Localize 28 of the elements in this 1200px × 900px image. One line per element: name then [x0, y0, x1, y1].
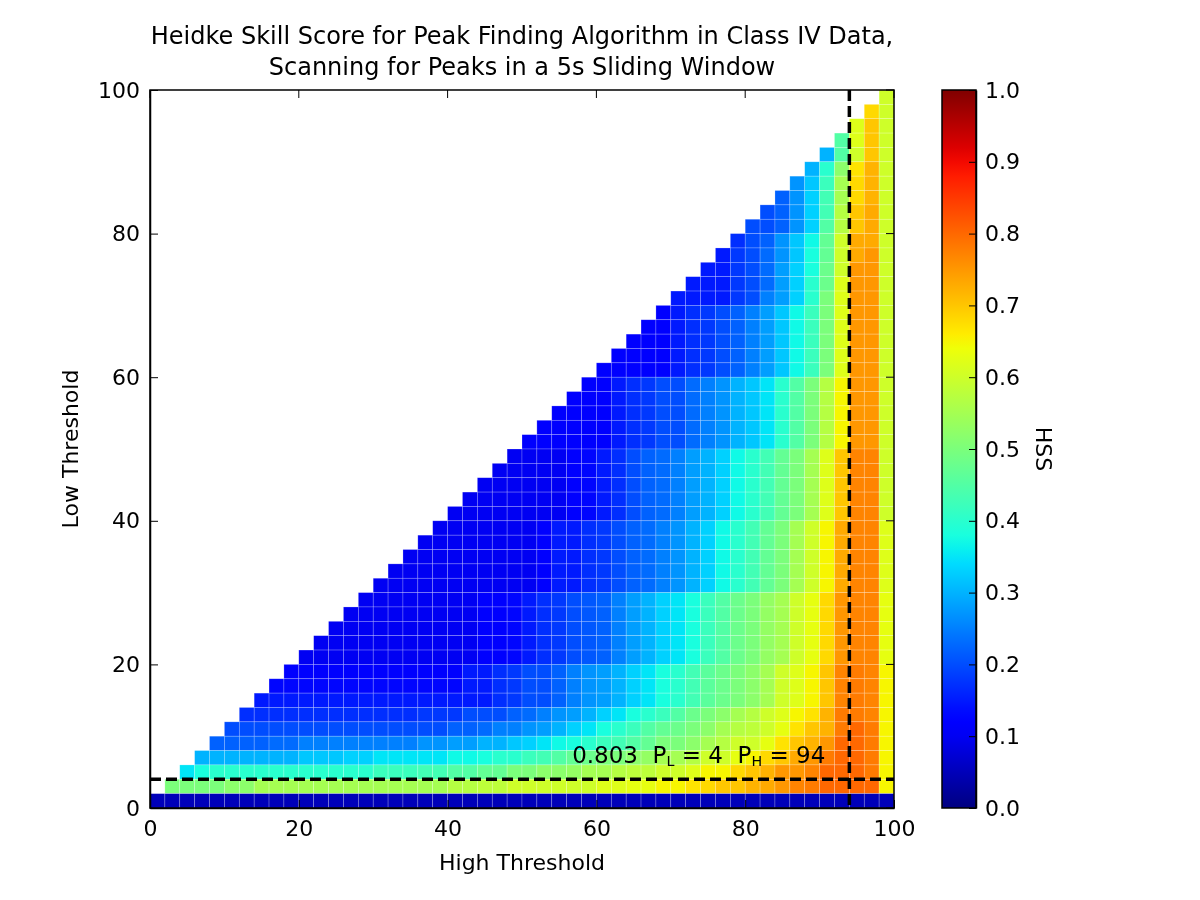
- y-tick-label: 20: [112, 651, 140, 677]
- y-tick-label: 40: [112, 508, 140, 534]
- color-bar-label: 0.3: [985, 580, 1020, 606]
- x-tick-label: 0: [143, 815, 158, 841]
- color-bar-label: 1.0: [985, 77, 1020, 103]
- color-bar-label: 0.0: [985, 795, 1020, 821]
- x-tick-label: 40: [434, 815, 463, 841]
- color-bar-label: 0.2: [985, 651, 1020, 677]
- chart-title: Heidke Skill Score for Peak Finding Algorithm in Class IV Data, Scanning for Peaks in a 5s Sliding Window: [150, 22, 894, 81]
- x-tick-label: 20: [285, 815, 314, 841]
- color-bar-label: 0.7: [985, 292, 1020, 318]
- x-tick-label: 80: [731, 815, 760, 841]
- x-tick-label: 100: [873, 815, 916, 841]
- y-tick-label: 60: [112, 364, 140, 390]
- color-bar-label: 0.8: [985, 221, 1020, 247]
- color-bar-label: 0.9: [985, 149, 1020, 175]
- color-bar-label: 0.6: [985, 364, 1020, 390]
- x-tick-label: 60: [582, 815, 611, 841]
- color-bar-label: 0.1: [985, 723, 1020, 749]
- color-bar-label: 0.4: [985, 508, 1020, 534]
- y-axis-title: Low Threshold: [58, 369, 83, 529]
- color-bar-label: 0.5: [985, 436, 1020, 462]
- color-bar-title: HSS: [1031, 426, 1056, 472]
- x-axis-title: High Threshold: [439, 850, 605, 875]
- y-tick-label: 0: [126, 795, 140, 821]
- annotation: 0.803 P$_{L}$ = 4 P$_{H}$ = 94: [572, 742, 826, 770]
- y-tick-label: 80: [112, 221, 140, 247]
- y-tick-label: 100: [98, 77, 140, 103]
